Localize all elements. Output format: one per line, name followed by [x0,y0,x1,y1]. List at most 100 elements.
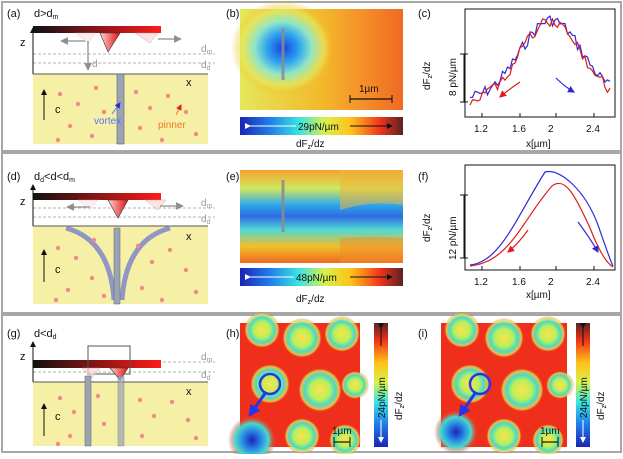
panel-c: (c) dFz/dz 8 pN/µm 1.2 1.6 2 2.4 x[µm] [418,8,616,150]
c-axis-g: c [55,411,61,423]
colorbar-axis-h: dFz/dz [394,391,406,420]
xtick-label: 2 [548,124,554,135]
panel-label-h: (h) [226,328,239,340]
panel-e: (e) 48pN/µm dFz/dz [226,170,403,306]
scan-box-g [87,345,131,375]
panel-label-f: (f) [418,171,428,183]
scalebar-label-i: 1µm [540,426,560,437]
plot-frame-f [464,164,616,271]
z-axis-g: z [20,351,26,363]
vortex-core-d [113,227,121,305]
condition-a: d>dm [34,8,59,21]
xlabel-f: x[µm] [526,290,551,301]
dd-label-g: dd [201,370,211,382]
row-frame-bottom [1,314,622,453]
z-axis-a: z [20,37,26,49]
xtick-label: 2.4 [586,124,600,135]
series-backward-c [469,17,611,106]
cantilever-g [33,360,161,368]
ylabel-f: dFz/dz [422,213,434,242]
xtick-label: 2 [548,277,554,288]
vortex-core-a [116,73,125,145]
colorbar-axis-e: dFz/dz [296,294,325,306]
condition-g: d<dd [34,328,57,341]
xtick-label: 2.4 [586,277,600,288]
panel-d: (d) dd<d<dm dm dd z x c [7,171,215,305]
x-axis-g: x [186,386,192,398]
panel-label-e: (e) [226,171,239,183]
scale-label-f: 12 pN/µm [448,216,459,260]
d-label-a: d [92,59,98,70]
pinner-label: pinner [158,120,186,131]
dd-label-d: dd [201,214,211,226]
tip-ghost-left-a [74,32,96,44]
z-axis-d: z [20,196,26,208]
xtick-label: 1.2 [474,277,488,288]
tip-a [99,32,121,53]
panel-label-b: (b) [226,8,239,20]
vortex-bent-d [65,225,171,301]
colorbar-value-h: 24pN/µm [377,377,388,418]
panel-g: (g) d<dd dm dd z x c [7,328,215,447]
colorbar-value-b: 29pN/µm [298,122,339,133]
xtick-label: 1.6 [512,124,526,135]
row-frame-top [1,1,622,152]
colorbar-value-i: 24pN/µm [579,377,590,418]
series-forward-c [469,15,611,99]
colorbar-e [240,268,403,286]
panel-i: (i) 1µm 24pN/µm dFz/dz [418,312,608,456]
vortex-arrow-i [458,391,478,417]
pinners-g [55,393,199,447]
dm-label-d: dm [201,198,213,210]
panel-h: (h) 1µm 24pN/µm dFz/dz [226,312,406,459]
row-frame-middle [1,152,622,314]
vortex-marker-i [468,372,492,396]
vortex-label: vortex [94,116,121,127]
cantilever-d [33,193,161,200]
tip-d [107,199,129,219]
xtick-label: 1.6 [512,277,526,288]
arrow-red-c [499,81,521,98]
panel-b: (b) 1µm 29pN/µm dFz/dz [226,0,403,151]
panel-label-c: (c) [418,8,431,20]
colorbar-axis-i: dFz/dz [596,391,608,420]
panel-label-g: (g) [7,328,20,340]
panel-a: (a) d>dm dm dd z x d c [7,8,215,145]
panel-label-a: (a) [7,8,20,20]
vortex-marker-h [258,372,282,396]
vortex-arrow-h [248,391,268,417]
panel-label-d: (d) [7,171,20,183]
pinners-d [53,237,199,303]
colorbar-value-e: 48pN/µm [296,273,337,284]
ylabel-c: dFz/dz [422,61,434,90]
condition-d: dd<d<dm [34,171,75,184]
x-axis-a: x [186,77,192,89]
panel-label-i: (i) [418,328,428,340]
c-axis-d: c [55,264,61,276]
scale-label-c: 8 pN/µm [448,58,459,96]
colorbar-b [240,117,403,135]
xticks-c: 1.2 1.6 2 2.4 [474,113,600,135]
x-axis-d: x [186,231,192,243]
tip-ghost-right-a [134,32,159,44]
plot-frame-c [464,8,616,118]
tip-g [109,367,129,381]
cantilever-a [33,26,161,33]
vortex-core-g [84,375,92,447]
colorbar-i [576,323,590,447]
arrow-blue-c [555,77,576,93]
xtick-label: 1.2 [474,124,488,135]
scalebar-label-h: 1µm [332,426,352,437]
xlabel-c: x[µm] [526,139,551,150]
scalebar-label-b: 1µm [359,84,379,95]
c-axis-a: c [55,104,61,116]
dd-label-a: dd [201,60,211,72]
colorbar-axis-b: dFz/dz [296,139,325,151]
pinners-a [55,85,199,143]
dm-label-a: dm [201,44,213,56]
xticks-f: 1.2 1.6 2 2.4 [474,266,600,288]
series-forward-f [469,170,614,267]
panel-f: (f) dFz/dz 12 pN/µm 1.2 1.6 2 2.4 x[µm] [418,164,616,301]
dm-label-g: dm [201,352,213,364]
